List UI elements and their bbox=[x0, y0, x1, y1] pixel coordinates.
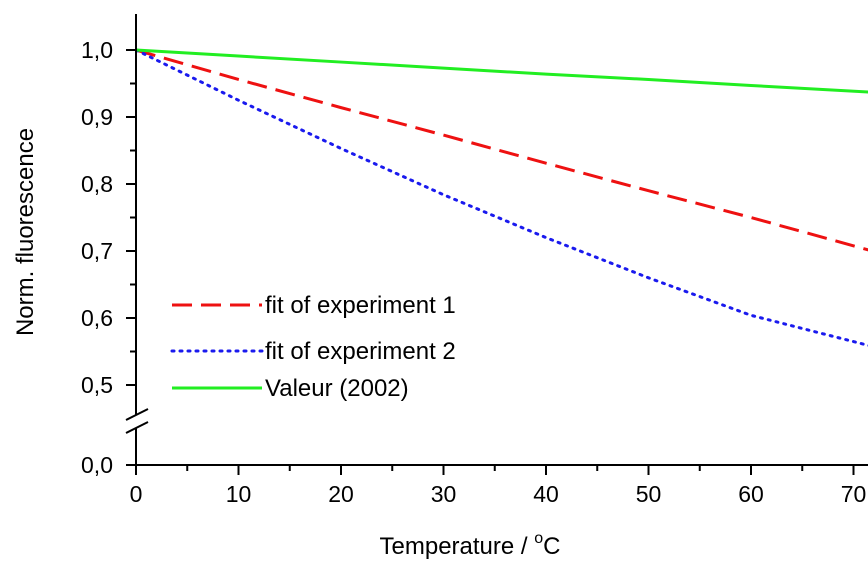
x-tick-label: 0 bbox=[130, 481, 143, 507]
y-tick-label: 0,8 bbox=[81, 171, 113, 197]
axes: 0,0 0,5 0,6 0,7 0,8 0,9 1,0 0 10 20 30 40 50 60 70 bbox=[81, 14, 868, 507]
x-tick-label: 40 bbox=[533, 481, 559, 507]
y-tick-label: 0,6 bbox=[81, 305, 113, 331]
x-tick-label: 70 bbox=[841, 481, 867, 507]
x-tick-label: 50 bbox=[636, 481, 662, 507]
x-tick-label: 30 bbox=[431, 481, 457, 507]
y-tick-label: 0,0 bbox=[81, 452, 113, 478]
y-tick-label: 1,0 bbox=[81, 37, 113, 63]
legend-label-3: Valeur (2002) bbox=[265, 375, 409, 402]
legend-label-1: fit of experiment 1 bbox=[265, 292, 456, 319]
x-axis-title: Temperature / oC bbox=[380, 530, 561, 560]
axis-break-mark bbox=[125, 408, 149, 421]
x-tick-label: 10 bbox=[226, 481, 252, 507]
series-line-1 bbox=[135, 48, 868, 252]
axis-break-mark bbox=[125, 421, 149, 434]
y-tick-label: 0,5 bbox=[81, 372, 113, 398]
x-tick-label: 20 bbox=[328, 481, 354, 507]
plot-lines bbox=[134, 48, 868, 347]
series-line-2 bbox=[134, 48, 868, 347]
series-line-3 bbox=[135, 48, 868, 94]
y-tick-label: 0,9 bbox=[81, 104, 113, 130]
y-tick-label: 0,7 bbox=[81, 238, 113, 264]
x-tick-label: 60 bbox=[738, 481, 764, 507]
legend-label-2: fit of experiment 2 bbox=[265, 338, 456, 365]
legend: fit of experiment 1 fit of experiment 2 Va… bbox=[170, 292, 456, 402]
y-axis-title: Norm. fluorescence bbox=[12, 128, 39, 336]
